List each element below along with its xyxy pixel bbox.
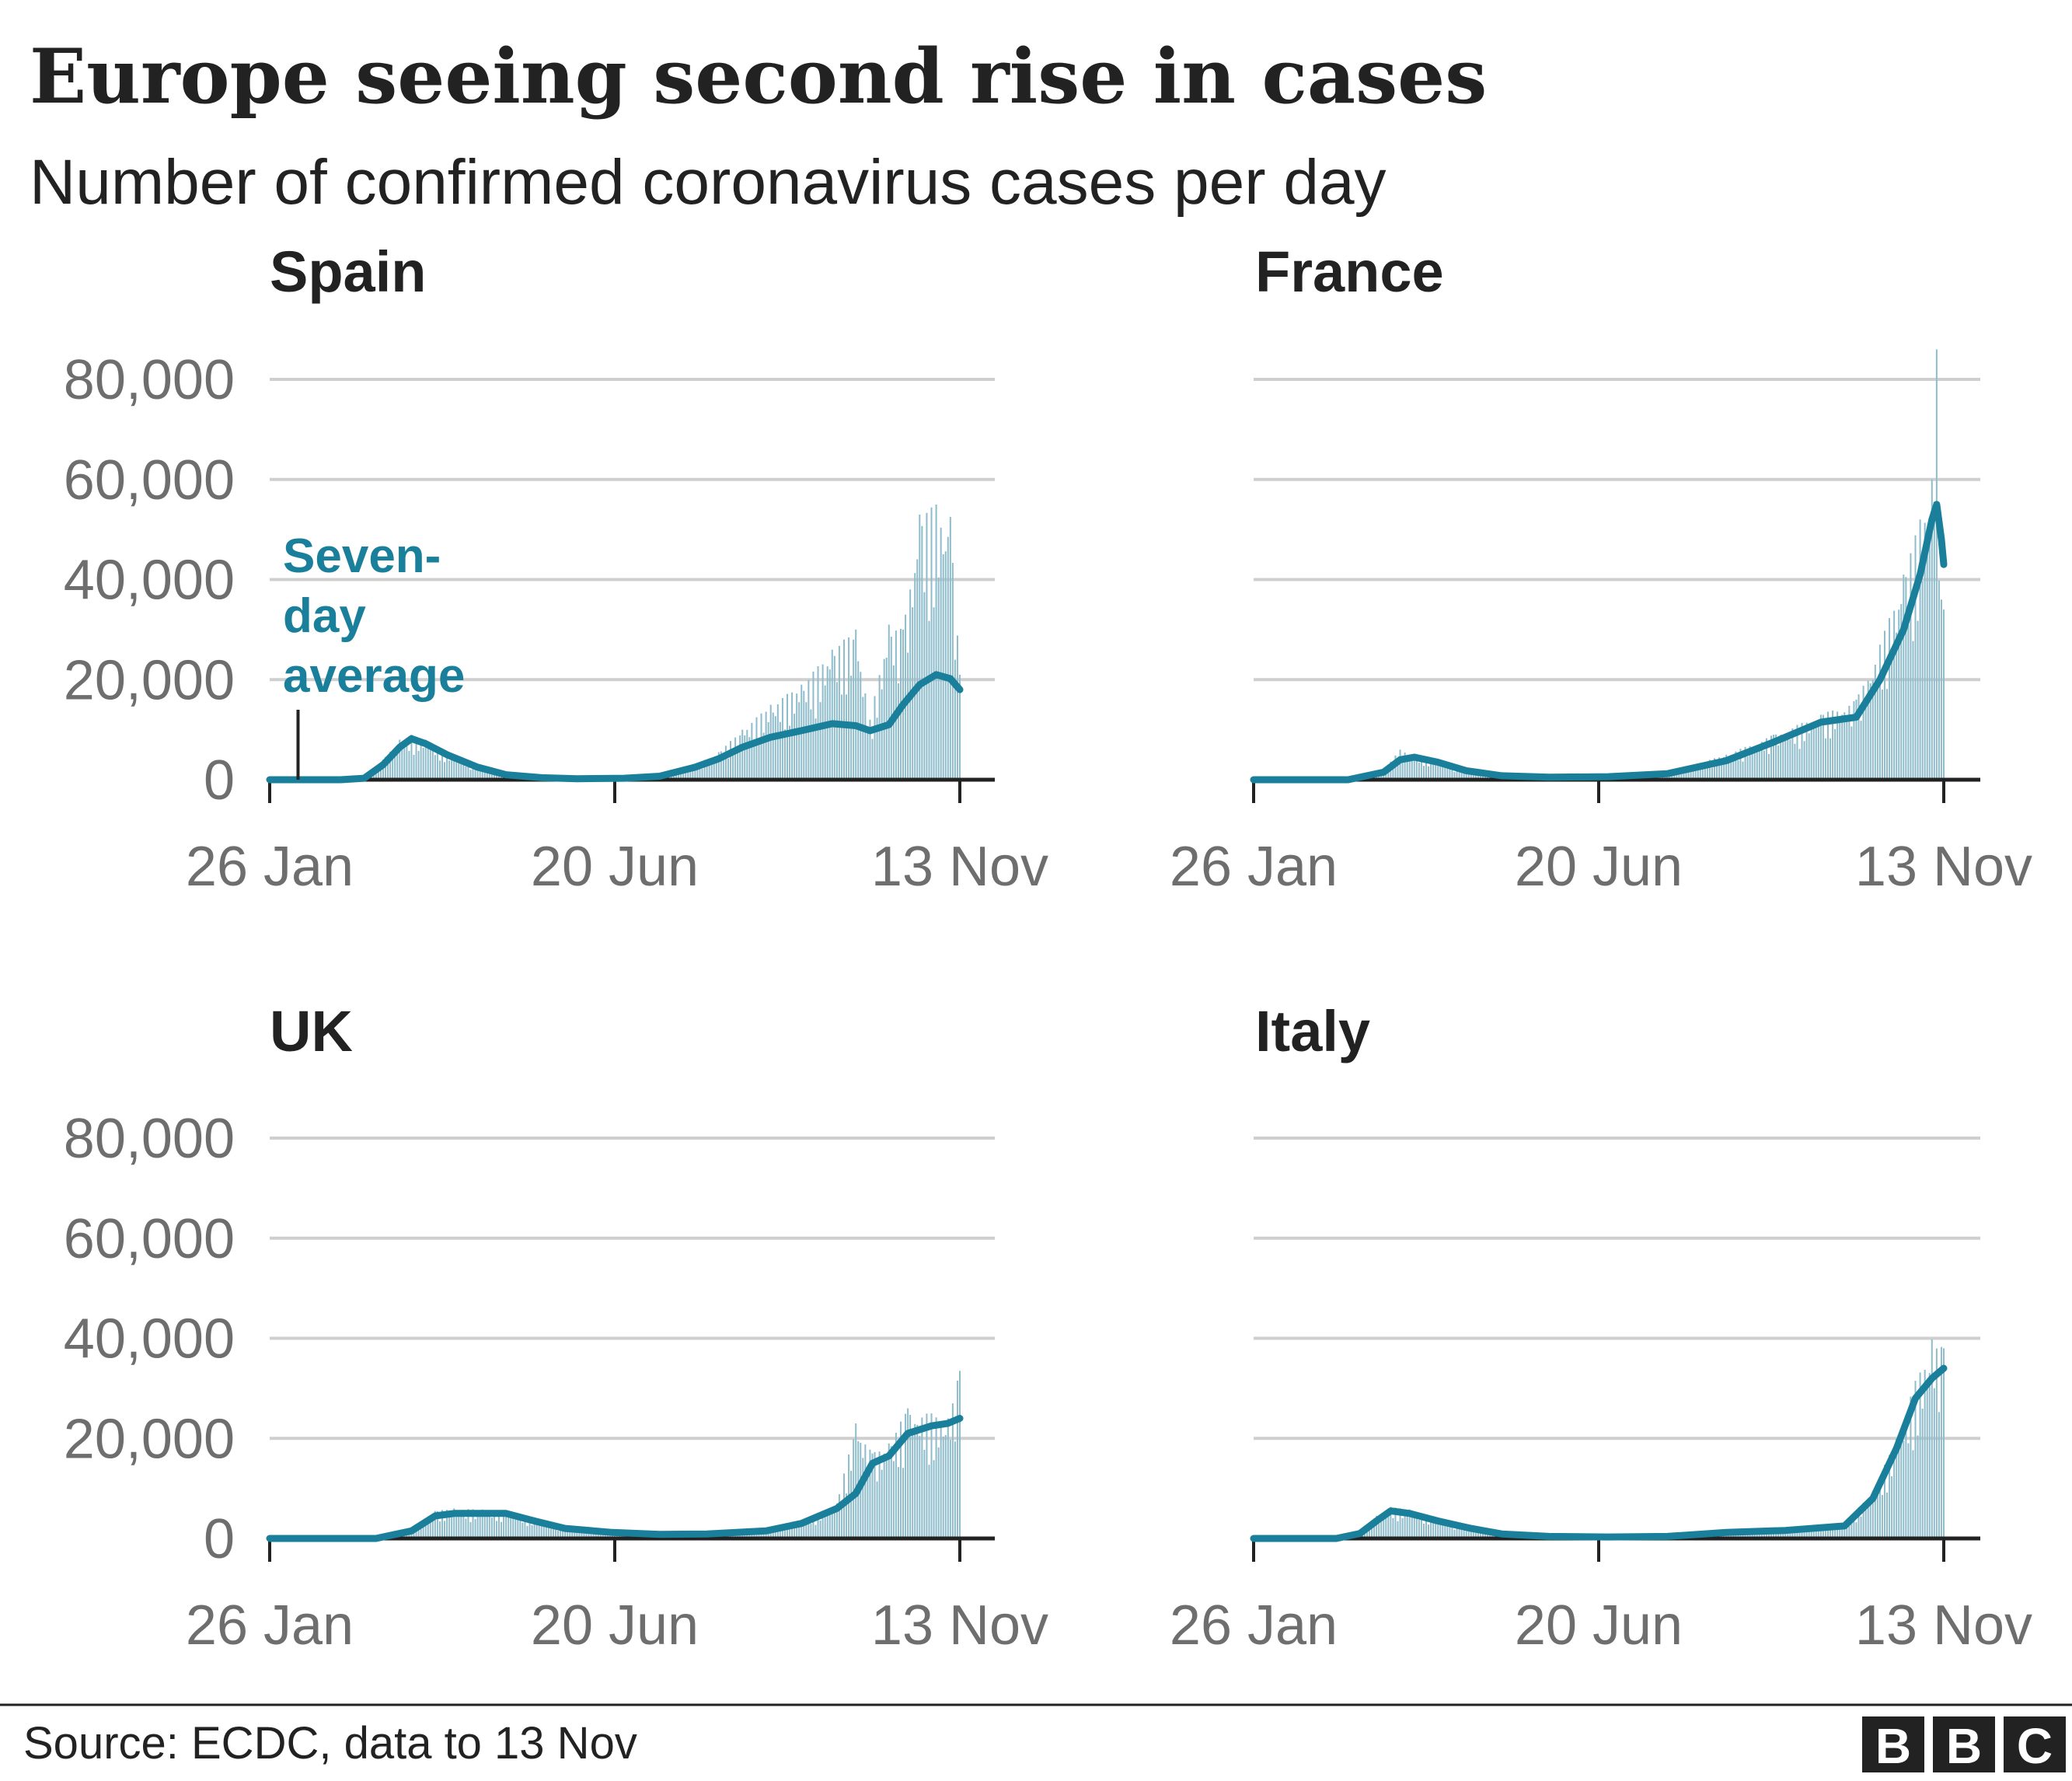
annotation-label: Seven- [283, 529, 441, 583]
y-tick-label: 0 [204, 1508, 235, 1570]
annotation-label: day [283, 589, 366, 643]
y-tick-label: 60,000 [64, 1208, 235, 1270]
seven-day-average-line [266, 671, 964, 784]
bbc-logo: B B C [1862, 1716, 2066, 1774]
bbc-logo-box-3 [2004, 1716, 2066, 1772]
panel-uk: UK 0 20,000 40,000 60,000 80,000 26 Jan 20 Jun 1… [64, 999, 1048, 1657]
x-tick-label: 20 Jun [531, 836, 699, 898]
panel-title: Spain [270, 239, 426, 304]
seven-day-average-line [1250, 501, 1948, 784]
y-tick-label: 20,000 [64, 649, 235, 711]
x-tick-label: 13 Nov [1855, 1594, 2032, 1657]
y-tick-label: 80,000 [64, 1108, 235, 1170]
chart-title: Europe seeing second rise in cases [30, 33, 1487, 120]
y-tick-label: 40,000 [64, 1308, 235, 1371]
chart-subtitle: Number of confirmed coronavirus cases pe… [30, 147, 1387, 218]
seven-day-average-line [1250, 1364, 1948, 1542]
bbc-logo-box-2 [1933, 1716, 1995, 1772]
panel-title: France [1255, 239, 1444, 304]
y-tick-label: 80,000 [64, 349, 235, 411]
x-tick-label: 20 Jun [1515, 1594, 1683, 1657]
y-tick-label: 0 [204, 749, 235, 812]
x-tick-label: 26 Jan [186, 1594, 354, 1657]
panel-italy: Italy 26 Jan 20 Jun 13 Nov [1170, 999, 2032, 1657]
bbc-logo-letter-2: B [1946, 1718, 1982, 1774]
x-tick-label: 20 Jun [1515, 836, 1683, 898]
bbc-logo-letter-3: C [2017, 1718, 2053, 1774]
y-tick-label: 60,000 [64, 449, 235, 512]
x-tick-label: 13 Nov [871, 1594, 1048, 1657]
bbc-logo-box-1 [1862, 1716, 1924, 1772]
x-tick-label: 20 Jun [531, 1594, 699, 1657]
source-note: Source: ECDC, data to 13 Nov [23, 1718, 637, 1769]
y-tick-label: 40,000 [64, 550, 235, 612]
x-tick-label: 26 Jan [1170, 836, 1338, 898]
y-tick-label: 20,000 [64, 1408, 235, 1470]
panel-title: Italy [1255, 999, 1370, 1063]
x-tick-label: 13 Nov [1855, 836, 2032, 898]
panel-france: France 26 Jan 20 Jun 13 Nov [1170, 239, 2032, 898]
panel-title: UK [270, 999, 353, 1063]
small-multiples: Spain 0 20,000 40,000 60,000 80,000 26 Jan 20 J… [64, 239, 2032, 1657]
bbc-logo-letter-1: B [1875, 1718, 1911, 1774]
panel-spain: Spain 0 20,000 40,000 60,000 80,000 26 Jan 20 J… [64, 239, 1048, 898]
x-tick-label: 26 Jan [186, 836, 354, 898]
seven-day-average-line [266, 1415, 964, 1542]
x-tick-label: 13 Nov [871, 836, 1048, 898]
x-tick-label: 26 Jan [1170, 1594, 1338, 1657]
annotation-label: average [283, 649, 465, 703]
